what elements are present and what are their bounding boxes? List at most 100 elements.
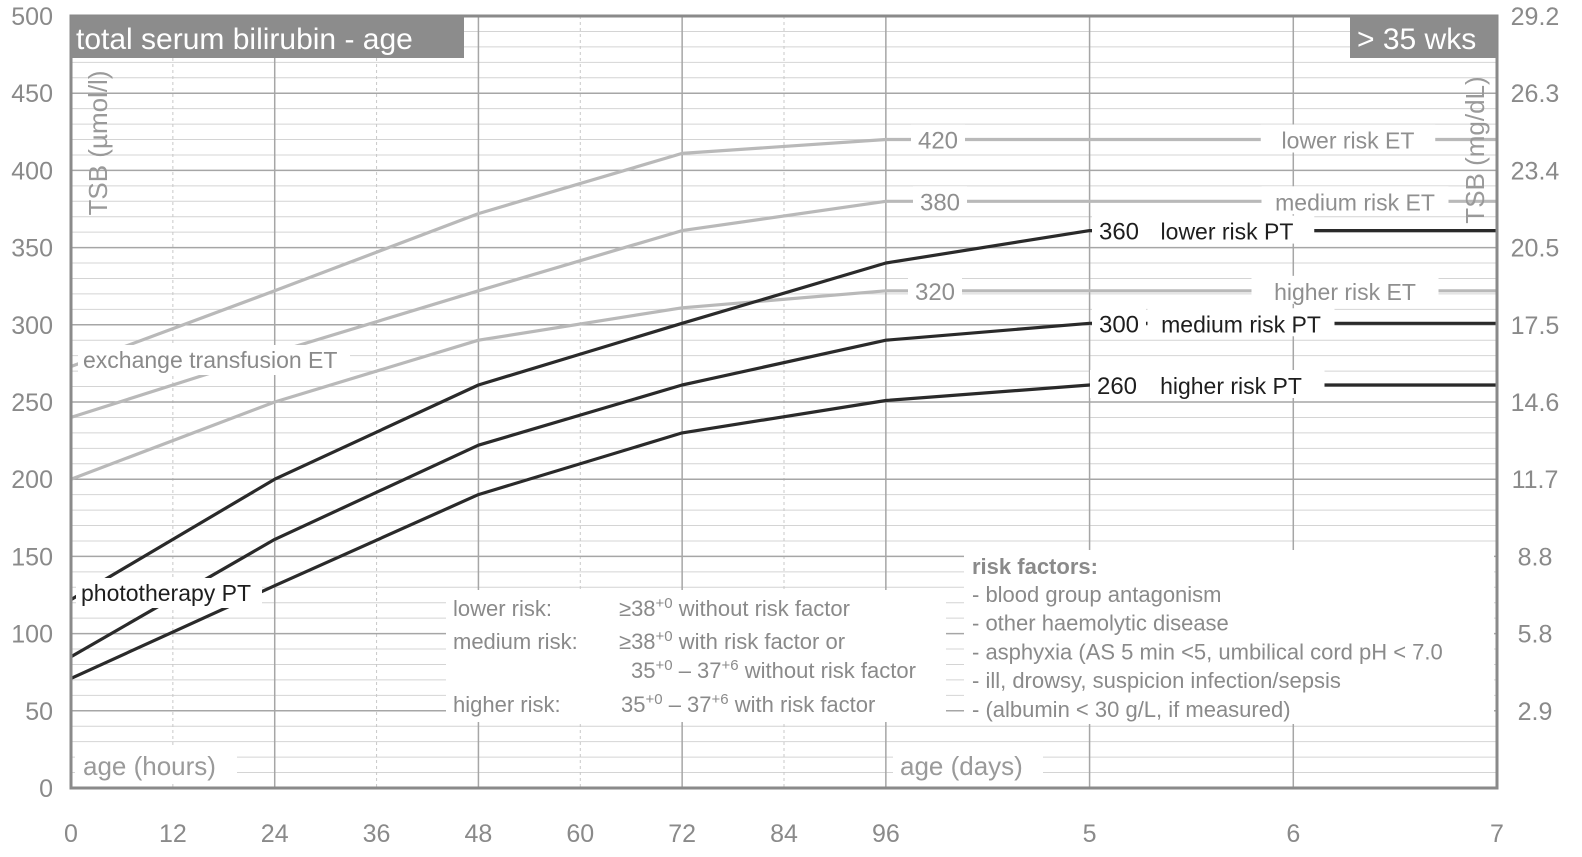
text-segment: with risk factor or [673, 629, 845, 654]
y-tick-left: 450 [11, 80, 53, 108]
series-line-higher-risk-PT [70, 383, 1497, 680]
x-tick: 5 [1083, 820, 1097, 848]
chart-title: total serum bilirubin - age [76, 23, 413, 56]
risk-factor-item: - (albumin < 30 g/L, if measured) [972, 697, 1291, 722]
end-value-bg [913, 186, 967, 215]
series-name-label: lower risk ET [1282, 128, 1415, 154]
series-name-label: higher risk PT [1160, 373, 1302, 399]
text-segment: without risk factor [673, 596, 850, 621]
x-tick: 60 [566, 820, 594, 848]
superscript: +6 [712, 691, 729, 708]
risk-definition-text: 35+0 – 37+6 without risk factor [631, 657, 916, 684]
x-tick: 84 [770, 820, 798, 848]
x-tick: 36 [363, 820, 391, 848]
series-name-label: medium risk PT [1161, 311, 1321, 337]
y-tick-left: 0 [39, 775, 53, 803]
superscript: +0 [645, 691, 662, 708]
end-name-bg [1251, 275, 1439, 304]
text-segment: 35 [621, 692, 645, 717]
risk-factor-item: - asphyxia (AS 5 min <5, umbilical cord … [972, 639, 1443, 664]
y-axis-right-ticks: 29.2 26.3 23.4 20.5 17.5 14.6 11.7 8.8 5.8 2.9 [1511, 3, 1560, 726]
series-line-medium-risk-PT [70, 321, 1497, 659]
x-tick: 72 [668, 820, 696, 848]
series-name-label: medium risk ET [1275, 189, 1435, 215]
age-days-bg [893, 747, 1043, 783]
series-end-labels: 420 lower risk ET 380 medium risk ET 320 high… [908, 124, 1449, 400]
gestation-badge: > 35 wks [1357, 23, 1476, 56]
y-tick-right: 2.9 [1518, 698, 1553, 726]
series-line-lower-risk-ET [70, 137, 1497, 368]
y-tick-right: 26.3 [1511, 80, 1560, 108]
series-line-higher-risk-ET [70, 289, 1497, 481]
x-tick: 96 [872, 820, 900, 848]
y-tick-left: 300 [11, 312, 53, 340]
end-value-bg [1090, 370, 1144, 399]
y-tick-right: 20.5 [1511, 235, 1560, 263]
end-value-bg [911, 124, 965, 153]
superscript: +0 [656, 595, 673, 612]
text-segment: ≥38 [619, 596, 656, 621]
y-tick-left: 500 [11, 3, 53, 31]
age-hours-bg [75, 747, 237, 783]
superscript: +0 [655, 657, 672, 674]
y-tick-right: 8.8 [1518, 543, 1553, 571]
x-label-days: age (days) [900, 751, 1023, 781]
y-tick-left: 200 [11, 466, 53, 494]
exchange-transfusion-label: exchange transfusion ET [83, 347, 337, 373]
end-value-bg [1092, 308, 1146, 337]
end-value-label: 300 [1099, 311, 1139, 338]
end-name-bg [1137, 370, 1325, 399]
plot-frame [69, 14, 1499, 790]
end-value-bg [908, 275, 962, 304]
x-tick: 48 [465, 820, 493, 848]
end-value-label: 420 [918, 128, 958, 155]
y-tick-left: 150 [11, 543, 53, 571]
y-tick-right: 14.6 [1511, 389, 1560, 417]
text-segment: with risk factor [729, 692, 876, 717]
text-segment: without risk factor [739, 658, 916, 683]
y-tick-right: 5.8 [1518, 621, 1553, 649]
x-tick: 24 [261, 820, 289, 848]
series-line-lower-risk-PT [70, 229, 1497, 601]
risk-factor-item: - blood group antagonism [972, 582, 1222, 607]
text-segment: – 37 [673, 658, 722, 683]
series-name-label: higher risk ET [1274, 279, 1416, 305]
risk-factor-item: - other haemolytic disease [972, 611, 1229, 636]
y-tick-right: 23.4 [1511, 157, 1560, 185]
end-name-bg [1139, 215, 1315, 244]
x-tick: 7 [1490, 820, 1504, 848]
text-segment: ≥38 [619, 629, 656, 654]
y-tick-right: 29.2 [1511, 3, 1560, 31]
superscript: +6 [722, 657, 739, 674]
y-tick-left: 250 [11, 389, 53, 417]
risk-definition-text: ≥38+0 without risk factor [619, 595, 850, 622]
x-tick: 6 [1286, 820, 1300, 848]
x-tick: 12 [159, 820, 187, 848]
risk-definition-label: lower risk: [453, 596, 552, 621]
risk-definition-text: 35+0 – 37+6 with risk factor [621, 691, 875, 718]
text-segment: – 37 [663, 692, 712, 717]
series-name-label: lower risk PT [1161, 219, 1294, 245]
x-label-hours: age (hours) [83, 751, 216, 781]
y-axis-left-label: TSB (µmol/l) [83, 71, 113, 216]
y-tick-left: 400 [11, 157, 53, 185]
risk-factors-bg [964, 550, 1494, 724]
title-background [71, 16, 464, 58]
end-value-label: 380 [920, 189, 960, 216]
risk-definitions-bg [446, 590, 946, 722]
risk-definition-label: higher risk: [453, 692, 561, 717]
annotations: total serum bilirubin - age > 35 wks TSB (… [71, 16, 1497, 783]
phototherapy-label-bg [76, 578, 262, 608]
exchange-label-bg [78, 345, 350, 375]
risk-factor-item: - ill, drowsy, suspicion infection/sepsi… [972, 668, 1341, 693]
end-value-bg [1092, 215, 1146, 244]
end-value-label: 260 [1097, 373, 1137, 400]
end-name-bg [1147, 308, 1335, 337]
phototherapy-label: phototherapy PT [81, 580, 251, 606]
end-name-bg [1260, 124, 1436, 153]
end-value-label: 320 [915, 279, 955, 306]
x-axis-ticks: 0 12 24 36 48 60 72 84 96 5 6 7 [64, 820, 1504, 848]
text-segment: 35 [631, 658, 655, 683]
end-value-label: 360 [1099, 219, 1139, 246]
